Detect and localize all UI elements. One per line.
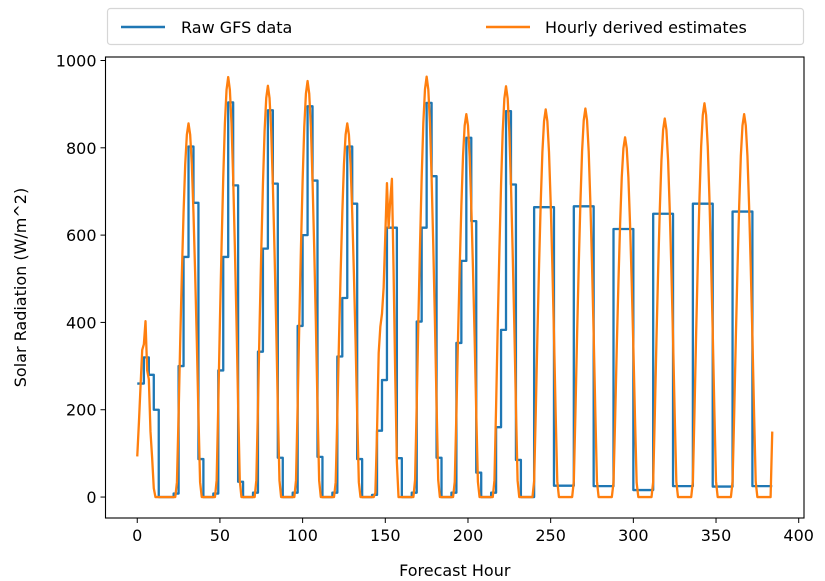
legend-label-raw-gfs: Raw GFS data	[181, 18, 292, 37]
y-tick-label: 1000	[56, 51, 97, 70]
plot-area	[136, 75, 774, 499]
x-tick-label: 350	[701, 526, 732, 545]
y-axis: 0 200 400 600 800 1000	[56, 51, 106, 507]
x-axis-label: Forecast Hour	[399, 561, 511, 580]
legend: Raw GFS data Hourly derived estimates	[106, 7, 805, 46]
x-tick-label: 100	[287, 526, 318, 545]
x-tick-label: 50	[210, 526, 230, 545]
series-line-hourly-derived-estimates	[136, 75, 774, 499]
x-tick-label: 150	[370, 526, 401, 545]
x-tick-label: 250	[535, 526, 566, 545]
axes-frame	[104, 56, 805, 519]
legend-label-hourly-estimates: Hourly derived estimates	[545, 18, 747, 37]
legend-box	[106, 7, 805, 46]
y-tick-label: 200	[66, 401, 97, 420]
y-tick-label: 400	[66, 313, 97, 332]
x-tick-label: 0	[132, 526, 142, 545]
y-tick-label: 600	[66, 226, 97, 245]
x-tick-label: 200	[453, 526, 484, 545]
x-tick-label: 300	[618, 526, 649, 545]
x-tick-label: 400	[783, 526, 814, 545]
y-tick-label: 800	[66, 139, 97, 158]
x-axis: 0 50 100 150 200 250 300 350 400	[132, 518, 814, 545]
y-tick-label: 0	[86, 488, 96, 507]
y-axis-label: Solar Radiation (W/m^2)	[11, 188, 30, 387]
